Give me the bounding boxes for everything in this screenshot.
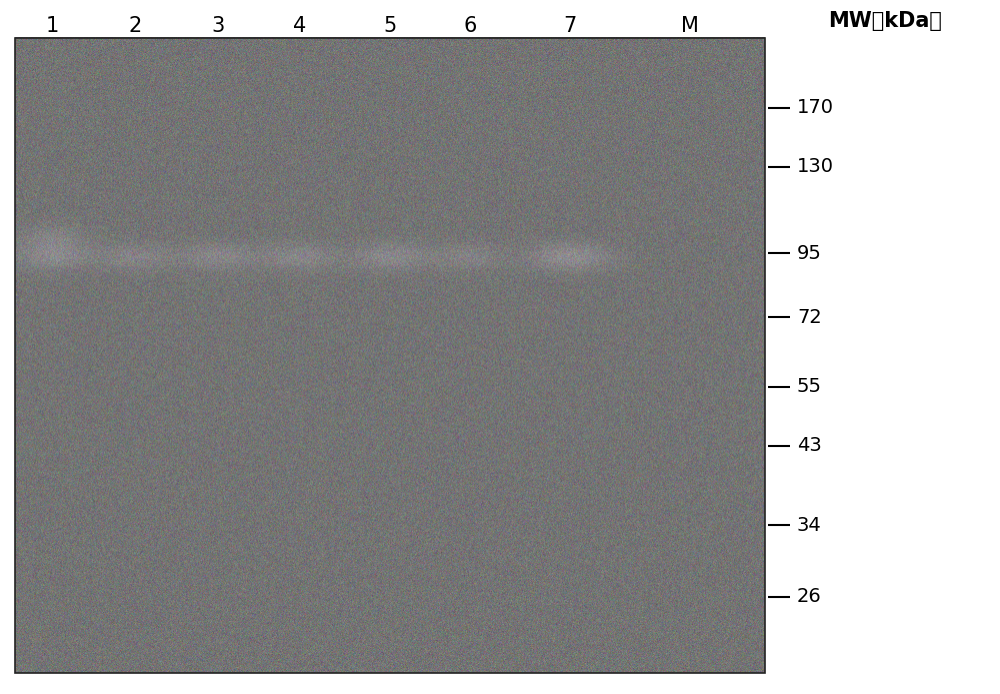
Text: 3: 3 — [211, 16, 225, 35]
Text: MW（kDa）: MW（kDa） — [828, 11, 942, 31]
Text: 72: 72 — [797, 307, 822, 327]
Text: 34: 34 — [797, 516, 822, 535]
Text: 26: 26 — [797, 587, 822, 607]
Text: 43: 43 — [797, 436, 822, 455]
Bar — [15, 38, 765, 673]
Text: 7: 7 — [563, 16, 577, 35]
Text: 6: 6 — [463, 16, 477, 35]
Text: 170: 170 — [797, 98, 834, 117]
Text: 130: 130 — [797, 157, 834, 176]
Text: 1: 1 — [45, 16, 59, 35]
Text: 5: 5 — [383, 16, 397, 35]
Text: 2: 2 — [128, 16, 142, 35]
Text: 4: 4 — [293, 16, 307, 35]
Text: 95: 95 — [797, 244, 822, 263]
Text: 55: 55 — [797, 377, 822, 396]
Text: M: M — [681, 16, 699, 35]
